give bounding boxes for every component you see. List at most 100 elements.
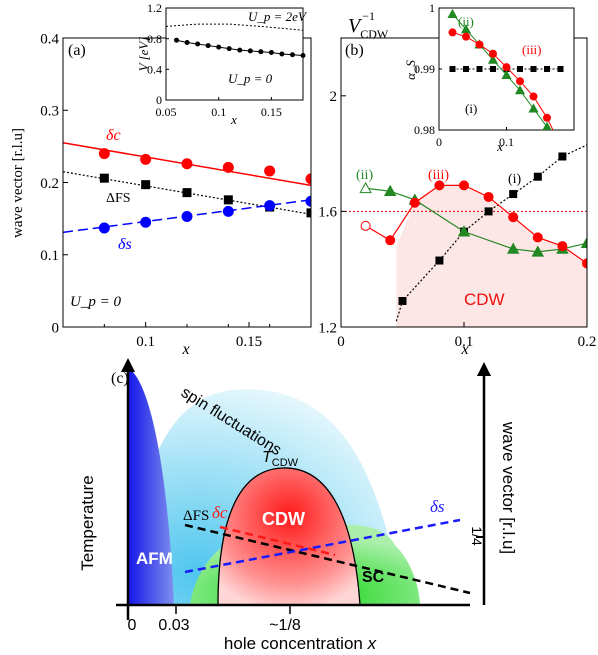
panel-c-delta-c: δc — [212, 503, 228, 522]
inset-up0-point — [300, 53, 306, 59]
panel-b-inset-y-ticklabel: 0.98 — [414, 123, 435, 137]
panel-b-point — [558, 152, 567, 161]
panel-b-inset-point — [447, 8, 458, 18]
inset-up0-label: U_p = 0 — [228, 71, 273, 86]
panel-b-point — [582, 258, 587, 269]
panel-a-point — [181, 158, 193, 170]
panel-b-point — [506, 242, 520, 254]
panel-b-inset-point — [543, 113, 551, 122]
panel-c-ylabel: Temperature — [78, 475, 97, 570]
panel-b-point — [385, 235, 396, 246]
panel-b-inset-point — [528, 103, 539, 113]
panel-b-point — [409, 197, 420, 208]
panel-b: 0 0.1 0.2 1.2 1.6 2 (b) VCDW−1 CDW x (i) (ii)… — [318, 9, 596, 358]
panel-a-y-ticklabel: 0.1 — [40, 248, 59, 264]
panel-a-label: (a) — [68, 42, 86, 59]
panel-a-inset-x-ticklabel: 0.1 — [211, 105, 226, 119]
inset-up0-point — [289, 52, 295, 58]
panel-a-y-ticklabel: 0.2 — [40, 176, 59, 192]
panel-a-inset-y-ticklabel: 0 — [156, 93, 162, 107]
inset-up0-point — [216, 44, 222, 50]
panel-a-point — [98, 222, 110, 234]
panel-b-inset-point — [529, 92, 538, 101]
panel-a-point — [181, 210, 193, 222]
inset-up0-point — [247, 48, 253, 54]
panel-a-point — [140, 216, 152, 228]
panel-b-inset-xlabel: x — [496, 139, 503, 154]
panel-b-inset-point — [463, 66, 469, 72]
panel-b-inset-point — [516, 77, 524, 86]
panel-b-x-ticklabel: 0.2 — [578, 334, 597, 350]
panel-a-point — [98, 148, 110, 160]
panel-c-xtick-1: 0.03 — [158, 617, 189, 634]
panel-b-point — [398, 296, 407, 305]
panel-c-delta-s: δs — [430, 497, 445, 516]
inset-up0-point — [279, 51, 285, 57]
panel-b-inset-point — [490, 66, 496, 72]
panel-b-label: (b) — [345, 42, 364, 59]
panel-c-xtick-0: 0 — [128, 617, 137, 634]
inset-up0-point — [174, 37, 180, 43]
panel-b-point — [509, 190, 518, 199]
panel-b-y-ticklabel: 2 — [330, 89, 338, 105]
delta-s-line — [184, 518, 461, 574]
panel-a-point — [305, 173, 311, 185]
panel-b-inset-point — [462, 32, 470, 41]
inset-up2-label: U_p = 2eV — [248, 9, 308, 24]
panel-b-x-ticklabel: 0.1 — [455, 334, 474, 350]
panel-a: 0.1 0.15 0 0.1 0.2 0.3 0.4 (a) U_p = 0 x wave … — [10, 31, 312, 358]
panel-a-x-ticklabel: 0.15 — [236, 334, 262, 350]
delta-c-line — [219, 525, 336, 557]
inset-up0-point — [226, 46, 232, 52]
panel-b-inset-point — [557, 142, 564, 149]
panel-a-point — [306, 208, 311, 218]
panel-c-left-arrow — [121, 358, 135, 372]
panel-a-point — [182, 188, 192, 198]
panel-b-point — [359, 181, 372, 194]
cdw-label: CDW — [262, 509, 305, 529]
panel-a-point — [222, 161, 234, 173]
panel-b-line-2 — [365, 184, 587, 264]
panel-a-inset-y-ticklabel: 1.2 — [147, 1, 162, 15]
panel-b-inset-point — [487, 54, 499, 64]
panel-a-y-ticklabel: 0.3 — [40, 104, 59, 120]
panel-b-inset-point — [475, 40, 484, 49]
panel-b-inset-point — [476, 66, 483, 72]
panel-b-inset-point — [448, 28, 457, 37]
panel-b-inset-y-ticklabel: 0.99 — [414, 62, 435, 76]
panel-a-inset-x-ticklabel: 0.15 — [261, 105, 282, 119]
panel-b-point — [508, 212, 519, 223]
panel-b-inset-y-ticklabel: 1 — [429, 1, 435, 15]
panel-c: (c) Temperature wave vector [r.l.u] 1/4 … — [78, 358, 518, 653]
panel-b-inset-point — [542, 121, 552, 130]
panel-b-inset-point — [517, 66, 523, 72]
panel-b-xlabel: x — [460, 341, 468, 358]
panel-a-inset-x-ticklabel: 0.05 — [156, 105, 177, 119]
panel-c-right-label: wave vector [r.l.u] — [499, 421, 518, 554]
panel-c-xlabel: hole concentration x — [224, 634, 377, 653]
panel-b-title: VCDW−1 — [348, 9, 389, 41]
panel-b-point — [383, 184, 397, 196]
panel-a-inset-y-ticklabel: 0.8 — [147, 32, 162, 46]
inset-up0-point — [205, 43, 211, 49]
panel-b-inset-point — [530, 66, 537, 72]
panel-b-point — [459, 180, 469, 191]
inset-up0-point — [258, 49, 264, 55]
panel-b-y-ticklabel: 1.6 — [318, 205, 337, 221]
panel-a-inset-xlabel: x — [230, 112, 237, 127]
panel-b-point — [557, 241, 568, 252]
panel-b-point — [457, 225, 471, 237]
panel-b-point — [532, 232, 543, 243]
panel-b-inset-x-ticklabel: 0.1 — [499, 135, 514, 149]
afm-label: AFM — [136, 549, 173, 568]
panel-a-ylabel: wave vector [r.l.u] — [10, 128, 26, 238]
panel-b-point — [435, 256, 444, 265]
delta-s-label: δs — [118, 236, 132, 253]
panel-a-xlabel: x — [181, 341, 189, 358]
panel-a-point — [222, 205, 234, 217]
panel-a-point — [99, 173, 109, 183]
panel-c-xtick-2: ~1/8 — [269, 617, 301, 634]
panel-b-inset-point — [449, 66, 456, 72]
delta-fs-label: ΔFS — [106, 191, 131, 206]
